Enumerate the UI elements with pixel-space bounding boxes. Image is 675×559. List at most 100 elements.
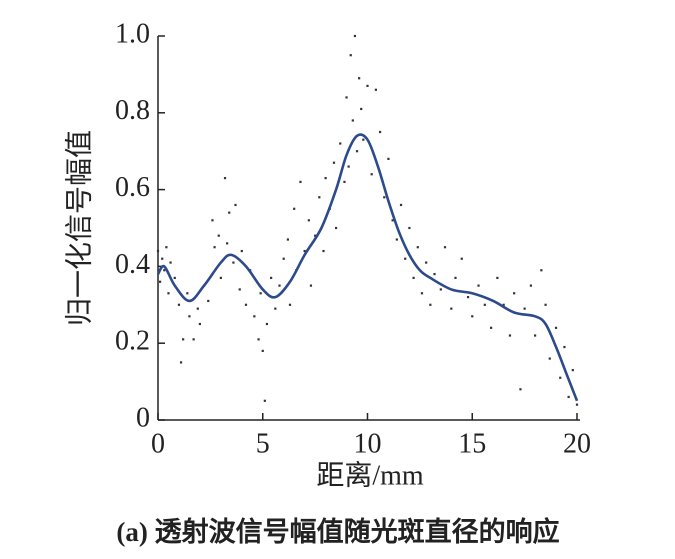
x-tick-label: 20 [563, 428, 591, 459]
scatter-point [339, 142, 342, 145]
y-tick-label: 0.6 [115, 172, 150, 203]
scatter-point [244, 303, 248, 306]
scatter-point [322, 249, 325, 253]
scatter-point [454, 276, 457, 280]
scatter-point [366, 84, 369, 88]
scatter-point [324, 176, 327, 180]
scatter-point [571, 368, 574, 372]
scatter-point [232, 261, 235, 264]
scatter-point [477, 284, 480, 287]
scatter-point [270, 276, 273, 280]
scatter-point [265, 322, 269, 326]
scatter-point [575, 403, 579, 406]
scatter-point [362, 138, 365, 141]
x-tick-label: 15 [458, 428, 486, 459]
fit-line [156, 133, 579, 402]
scatter-point [559, 376, 562, 379]
scatter-point [508, 334, 512, 337]
scatter-point [519, 388, 522, 391]
scatter-point [228, 211, 231, 214]
x-tick-label: 10 [354, 428, 382, 459]
scatter-point [307, 219, 310, 222]
scatter-point [223, 176, 227, 180]
caption: (a) 透射波信号幅值随光斑直径的响应 [116, 516, 559, 547]
scatter-point [213, 246, 216, 249]
scatter-point [513, 292, 516, 295]
scatter-point [226, 242, 229, 245]
scatter-point [263, 399, 266, 402]
scatter-point [420, 292, 424, 295]
scatter-point [355, 150, 359, 153]
scatter-point [165, 246, 168, 249]
scatter-point [563, 345, 566, 349]
y-tick-label: 0.2 [115, 326, 150, 357]
scatter-point [443, 246, 447, 249]
scatter-point [156, 249, 160, 253]
scatter-point [217, 234, 220, 237]
scatter-point [374, 88, 377, 91]
scatter-point [554, 326, 558, 329]
scatter-point [496, 276, 499, 280]
scatter-point [378, 130, 382, 134]
scatter-point [360, 107, 363, 111]
scatter-point [534, 334, 537, 337]
scatter-point [395, 238, 398, 241]
scatter-point [158, 280, 162, 283]
scatter-point [169, 261, 172, 264]
scatter-point [303, 249, 306, 253]
scatter-point [425, 261, 428, 264]
scatter-point [544, 303, 547, 306]
scatter-point [540, 269, 543, 272]
scatter-point [347, 165, 350, 168]
scatter-point [161, 257, 164, 260]
scatter-point [282, 257, 285, 260]
scatter-point [450, 307, 453, 310]
scatter-point [177, 303, 181, 306]
scatter-point [349, 54, 352, 57]
scatter-point [219, 276, 222, 280]
scatter-point [293, 207, 296, 210]
scatter-point [286, 238, 289, 241]
scatter-point [207, 299, 210, 303]
scatter-point [460, 257, 463, 260]
scatter-point [332, 161, 336, 164]
scatter-point [433, 272, 436, 276]
scatter-point [358, 77, 361, 80]
scatter-point [353, 34, 357, 38]
scatter-point [351, 119, 354, 122]
y-tick-label: 0.8 [115, 95, 150, 126]
scatter-point [314, 234, 317, 237]
scatter-point [383, 196, 386, 199]
scatter-point [240, 249, 243, 253]
scatter-point [471, 315, 474, 318]
scatter-point [196, 307, 199, 310]
scatter-point [192, 338, 195, 341]
scatter-point [387, 157, 390, 160]
scatter-point [529, 284, 533, 287]
scatter-point [173, 276, 176, 280]
scatter-point [429, 303, 432, 306]
scatter-point [548, 357, 551, 360]
x-tick-label: 0 [151, 428, 165, 459]
scatter-point [253, 315, 256, 318]
scatter-point [391, 219, 394, 222]
scatter-point [502, 303, 505, 306]
scatter-point [163, 269, 166, 272]
scatter-point [299, 180, 302, 184]
scatter-point [182, 338, 185, 341]
scatter-point [278, 284, 281, 287]
scatter-point [274, 307, 277, 310]
scatter-point [523, 307, 526, 310]
y-tick-label: 0 [136, 402, 150, 433]
scatter-point [234, 203, 237, 207]
scatter-point [408, 226, 411, 230]
scatter-point [318, 196, 321, 199]
scatter-point [238, 288, 241, 291]
scatter-point [567, 395, 570, 399]
scatter-point [261, 349, 264, 352]
scatter-point [186, 292, 189, 295]
scatter-point [211, 219, 214, 222]
scatter-point [483, 303, 486, 306]
scatter-point [404, 257, 407, 260]
